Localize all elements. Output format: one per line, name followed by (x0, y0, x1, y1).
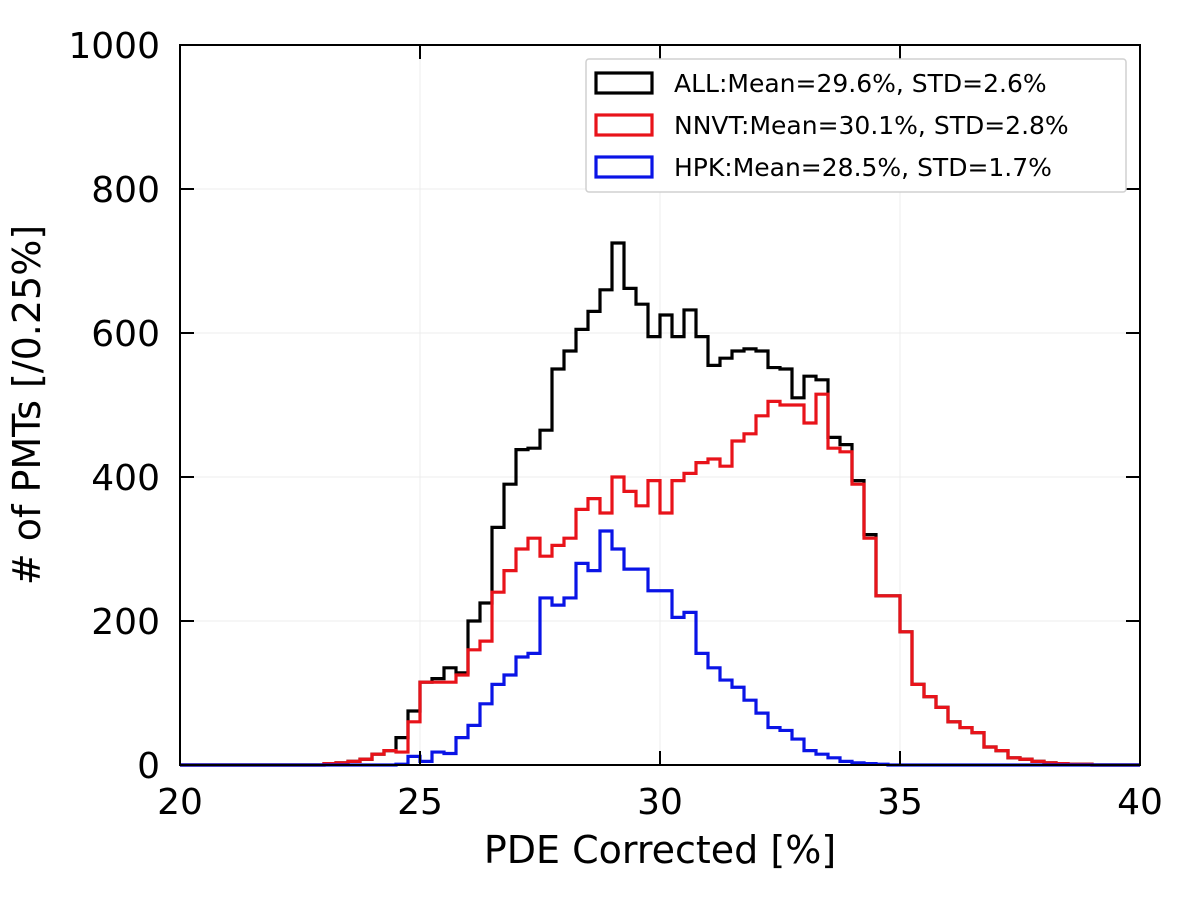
x-tick-label: 20 (157, 782, 203, 823)
legend-swatch-2 (594, 113, 654, 137)
y-tick-label: 600 (91, 314, 160, 355)
x-tick-label: 35 (877, 782, 923, 823)
legend-swatch-1 (594, 71, 654, 95)
x-tick-label: 40 (1117, 782, 1163, 823)
y-axis-label: # of PMTs [/0.25%] (5, 225, 49, 585)
legend-label-3: HPK:Mean=28.5%, STD=1.7% (674, 153, 1052, 182)
legend-frame (585, 58, 1127, 193)
y-tick-label: 0 (137, 746, 160, 787)
legend-label-2: NNVT:Mean=30.1%, STD=2.8% (674, 111, 1069, 140)
y-tick-label: 1000 (68, 26, 160, 67)
legend-swatch-3 (594, 155, 654, 179)
x-tick-label: 30 (637, 782, 683, 823)
legend: ALL:Mean=29.6%, STD=2.6% NNVT:Mean=30.1%,… (585, 58, 1127, 193)
histogram-series-2 (180, 392, 1140, 767)
y-tick-label: 200 (91, 602, 160, 643)
y-tick-label: 800 (91, 170, 160, 211)
y-tick-label: 400 (91, 458, 160, 499)
x-tick-label: 25 (397, 782, 443, 823)
x-axis-label: PDE Corrected [%] (484, 828, 836, 872)
legend-label-1: ALL:Mean=29.6%, STD=2.6% (674, 69, 1047, 98)
